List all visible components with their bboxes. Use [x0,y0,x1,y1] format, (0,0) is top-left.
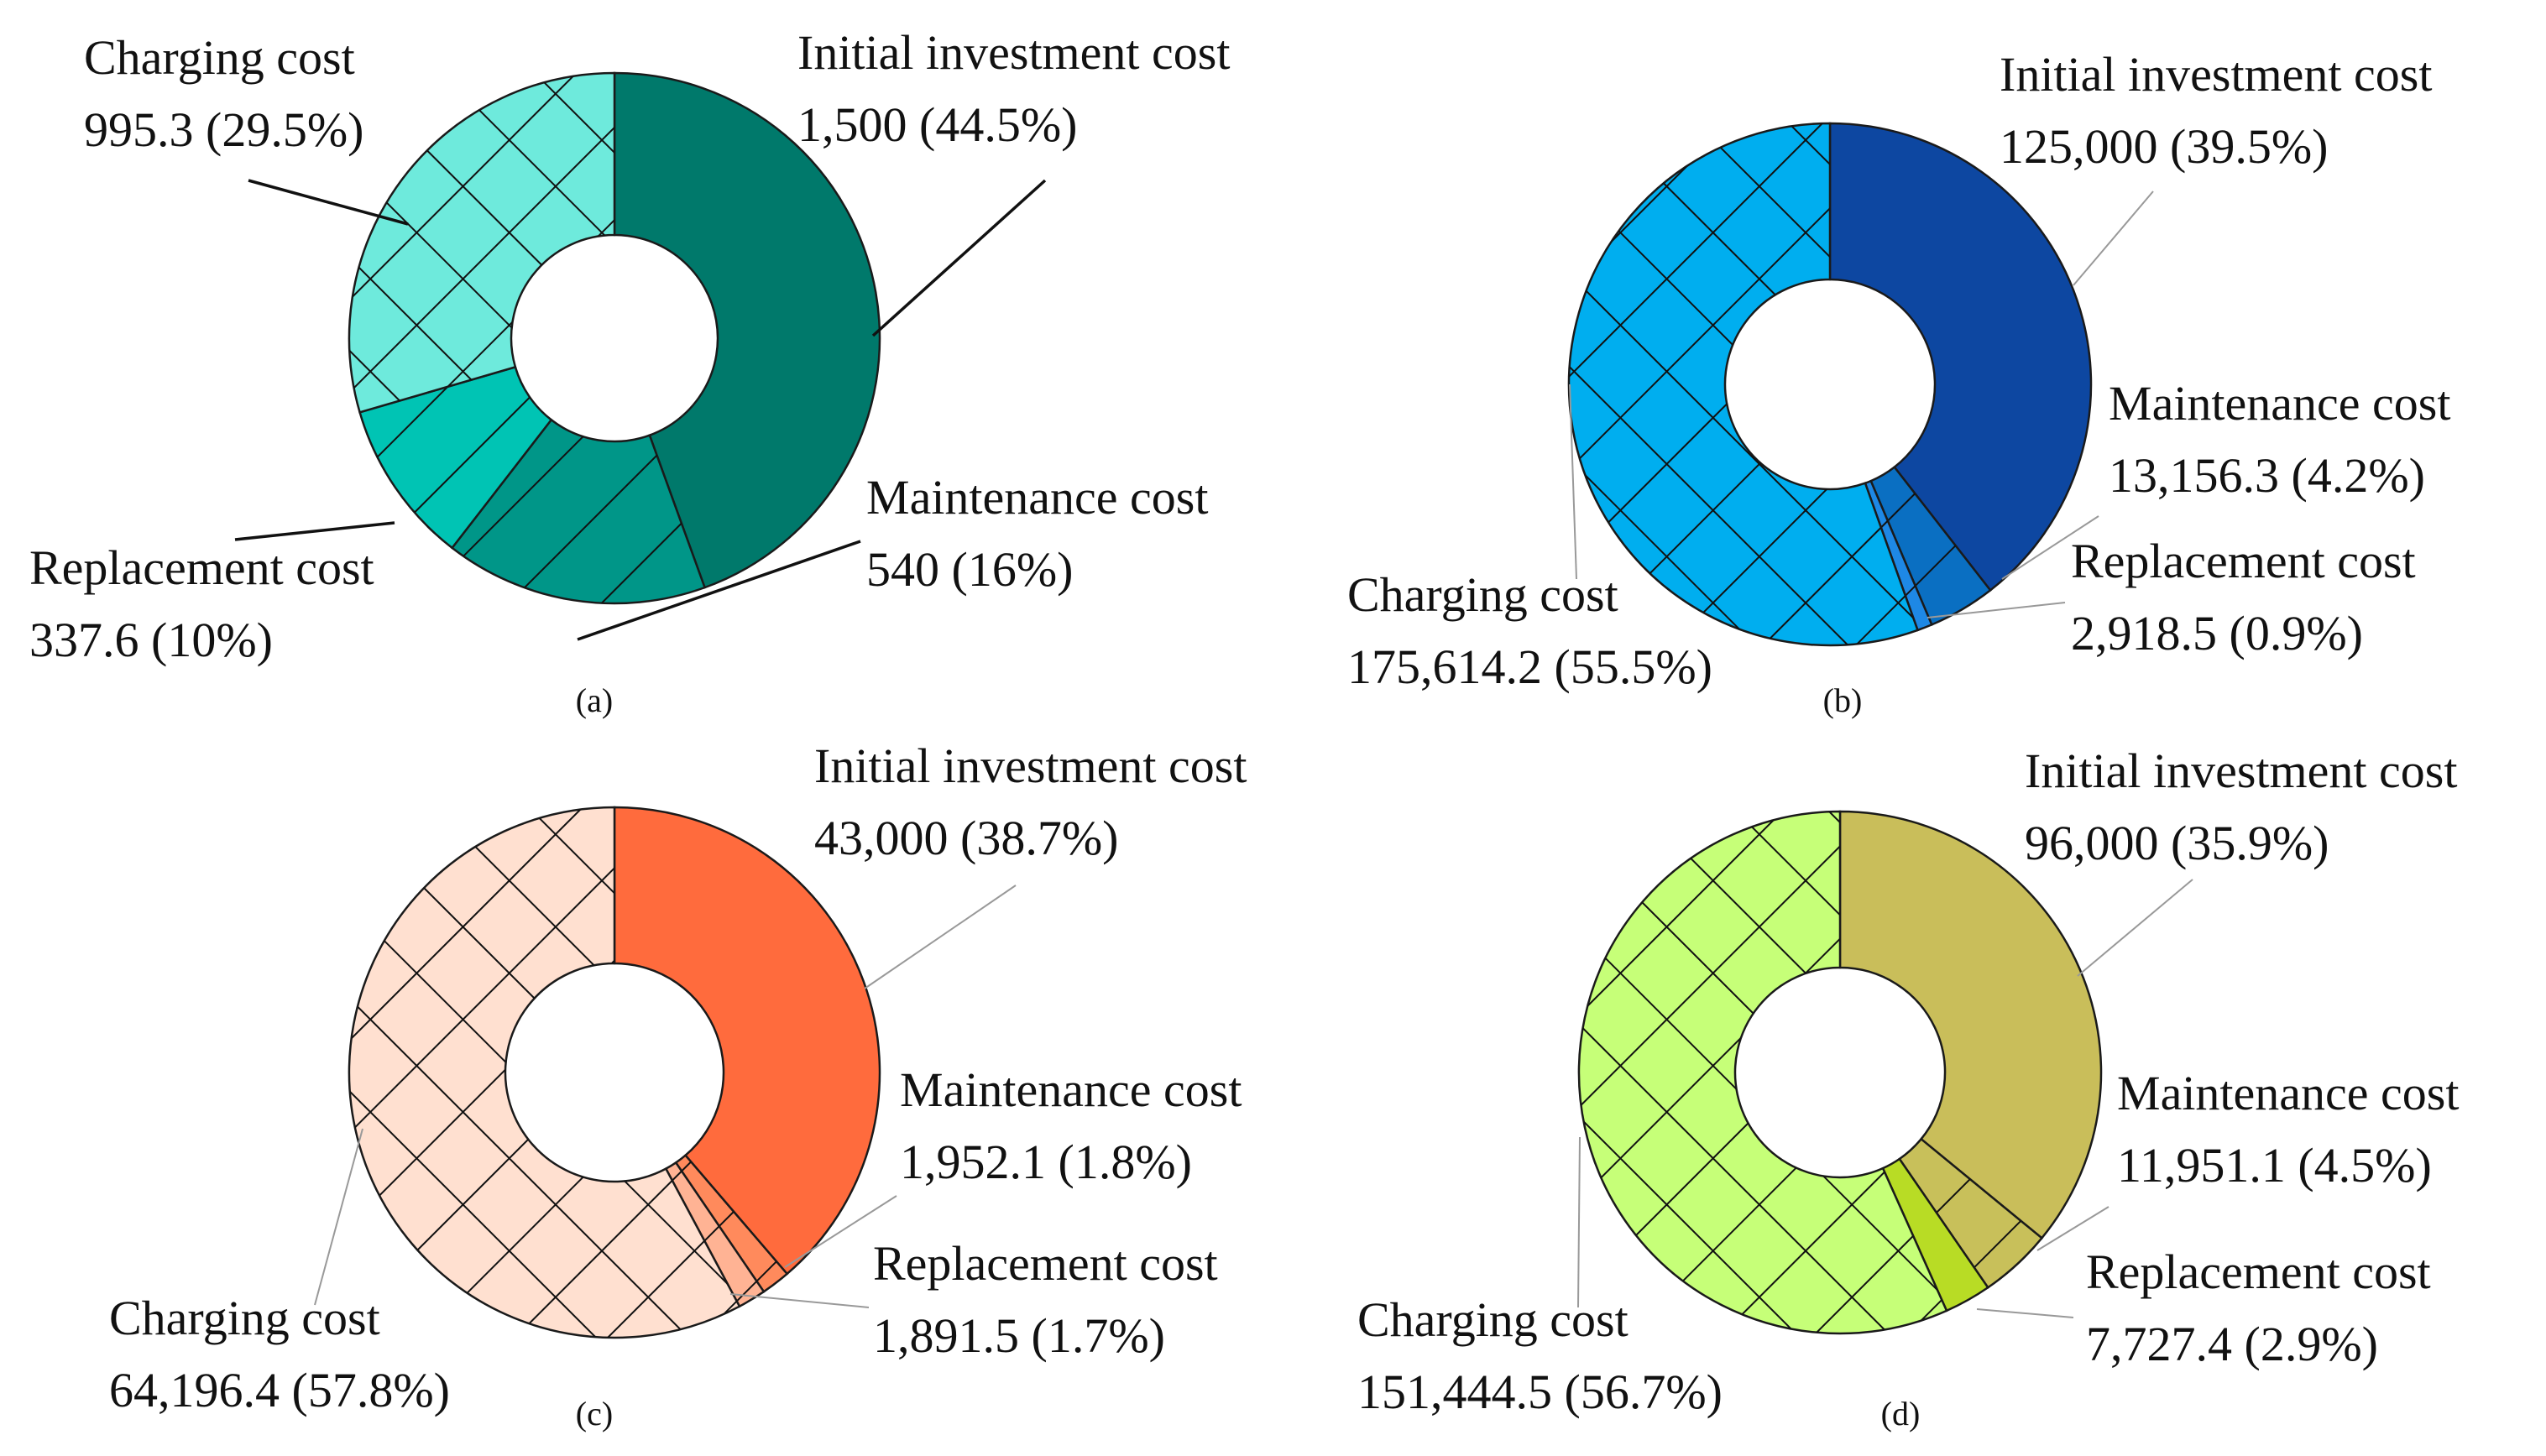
leader-line-replacement-cost-4 [1976,1308,2074,1318]
leader-line-maintenance-cost-2 [2001,515,2099,580]
leader-line-initial-investment-cost-3 [864,885,1017,989]
label-maintenance-cost-2-name: Maintenance cost [2109,376,2450,431]
leader-line-maintenance-cost-3 [784,1195,897,1268]
label-charging-cost-2-name: Charging cost [1347,567,1618,622]
label-maintenance-cost-2-value: 13,156.3 (4.2%) [2109,448,2425,503]
leader-line-initial-investment-cost-1 [871,179,1047,337]
label-replacement-cost-3-value: 1,891.5 (1.7%) [873,1308,1165,1363]
label-initial-investment-cost-3-value: 43,000 (38.7%) [814,811,1118,865]
slice-initial-investment-cost-3 [613,806,881,1276]
donut-chart-4: Initial investment cost 96,000 (35.9%) Mai… [1357,744,2459,1433]
donut-chart-2: Initial investment cost 125,000 (39.5%) Ma… [1347,47,2450,719]
panel-caption-3: (c) [576,1395,613,1433]
slice-initial-investment-cost-2 [1828,122,2093,592]
label-initial-investment-cost-4-name: Initial investment cost [2025,744,2457,798]
label-initial-investment-cost-2-value: 125,000 (39.5%) [2000,119,2328,174]
leader-line-initial-investment-cost-2 [2073,190,2154,286]
label-maintenance-cost-3-name: Maintenance cost [900,1062,1242,1117]
leader-line-replacement-cost-3 [729,1293,870,1308]
slice-maintenance-cost-4-hatch [1899,1139,2042,1288]
label-initial-investment-cost-1-name: Initial investment cost [797,25,1230,80]
slice-replacement-cost-3-hatch [666,1162,764,1307]
slice-charging-cost-1-hatch [348,73,614,413]
slice-initial-investment-cost-4 [1838,810,2103,1240]
slice-replacement-cost-2-hatch [1864,481,1932,630]
leader-line-initial-investment-cost-4 [2077,879,2193,977]
slice-replacement-cost-1-hatch [359,367,552,548]
label-replacement-cost-2-value: 2,918.5 (0.9%) [2071,606,2363,660]
label-charging-cost-1-name: Charging cost [84,30,355,85]
leader-line-maintenance-cost-4 [2036,1206,2109,1251]
slice-maintenance-cost-3-hatch [676,1155,787,1292]
label-replacement-cost-4-value: 7,727.4 (2.9%) [2086,1317,2378,1371]
leader-line-maintenance-cost-1 [577,540,861,641]
label-initial-investment-cost-3-name: Initial investment cost [814,738,1247,793]
label-charging-cost-4-value: 151,444.5 (56.7%) [1357,1365,1723,1419]
label-replacement-cost-4-name: Replacement cost [2086,1245,2431,1299]
panel-caption-4: (d) [1881,1395,1921,1433]
slice-charging-cost-4-hatch [1578,811,1947,1334]
leader-line-charging-cost-4 [1577,1136,1581,1308]
label-maintenance-cost-1-name: Maintenance cost [866,470,1208,524]
slice-charging-cost-3-hatch [349,807,740,1339]
label-replacement-cost-3-name: Replacement cost [873,1236,1218,1291]
slice-maintenance-cost-2-hatch [1870,467,1991,625]
label-charging-cost-1-value: 995.3 (29.5%) [84,102,363,157]
slice-charging-cost-2-hatch [1569,123,1918,645]
label-replacement-cost-1-value: 337.6 (10%) [29,613,273,667]
panel-caption-1: (a) [576,681,613,719]
label-maintenance-cost-3-value: 1,952.1 (1.8%) [900,1135,1192,1189]
panel-caption-2: (b) [1823,681,1863,719]
slice-initial-investment-cost-1 [613,71,881,589]
label-maintenance-cost-1-value: 540 (16%) [866,542,1073,597]
leader-line-replacement-cost-2 [1926,602,2066,618]
leader-line-charging-cost-1 [248,179,409,226]
label-charging-cost-3-name: Charging cost [109,1291,380,1345]
label-maintenance-cost-4-name: Maintenance cost [2117,1066,2459,1120]
label-initial-investment-cost-4-value: 96,000 (35.9%) [2025,816,2329,870]
leader-line-charging-cost-2 [1569,384,1577,580]
slice-maintenance-cost-1-hatch [452,420,705,603]
label-replacement-cost-2-name: Replacement cost [2071,534,2416,588]
label-charging-cost-3-value: 64,196.4 (57.8%) [109,1363,450,1417]
label-charging-cost-2-value: 175,614.2 (55.5%) [1347,639,1712,694]
label-initial-investment-cost-1-value: 1,500 (44.5%) [797,97,1077,152]
label-initial-investment-cost-2-name: Initial investment cost [2000,47,2432,102]
leader-line-replacement-cost-1 [234,521,395,541]
leader-line-charging-cost-3 [314,1128,363,1306]
label-maintenance-cost-4-value: 11,951.1 (4.5%) [2117,1138,2432,1192]
label-charging-cost-4-name: Charging cost [1357,1292,1628,1347]
donut-chart-3: Initial investment cost 43,000 (38.7%) Mai… [109,738,1247,1433]
donut-chart-1: Initial investment cost 1,500 (44.5%) Main… [29,25,1230,719]
label-replacement-cost-1-name: Replacement cost [29,540,374,595]
